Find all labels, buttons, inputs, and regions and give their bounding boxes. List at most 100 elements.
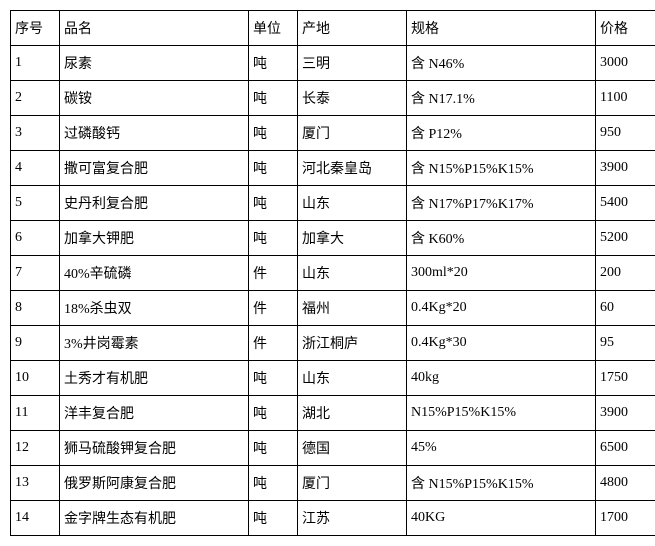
table-cell: 60 xyxy=(596,291,655,326)
table-cell: 厦门 xyxy=(298,466,407,501)
table-cell: 0.4Kg*30 xyxy=(407,326,596,361)
table-cell: 含 N46% xyxy=(407,46,596,81)
table-cell: 含 K60% xyxy=(407,221,596,256)
table-cell: 尿素 xyxy=(60,46,249,81)
table-cell: 3900 xyxy=(596,396,655,431)
table-cell: 山东 xyxy=(298,256,407,291)
table-cell: 江苏 xyxy=(298,501,407,536)
table-cell: 950 xyxy=(596,116,655,151)
table-row: 2碳铵吨长泰含 N17.1%1100 xyxy=(11,81,655,116)
table-cell: 三明 xyxy=(298,46,407,81)
table-cell: 12 xyxy=(11,431,60,466)
table-cell: 吨 xyxy=(249,116,298,151)
table-cell: 俄罗斯阿康复合肥 xyxy=(60,466,249,501)
table-cell: 洋丰复合肥 xyxy=(60,396,249,431)
table-row: 3过磷酸钙吨厦门含 P12%950 xyxy=(11,116,655,151)
table-cell: 3900 xyxy=(596,151,655,186)
table-cell: 碳铵 xyxy=(60,81,249,116)
table-cell: 吨 xyxy=(249,431,298,466)
table-cell: 山东 xyxy=(298,186,407,221)
table-cell: 13 xyxy=(11,466,60,501)
table-cell: 长泰 xyxy=(298,81,407,116)
table-cell: 5400 xyxy=(596,186,655,221)
table-cell: 吨 xyxy=(249,221,298,256)
table-cell: 3 xyxy=(11,116,60,151)
table-cell: 吨 xyxy=(249,501,298,536)
table-cell: 1 xyxy=(11,46,60,81)
table-cell: 山东 xyxy=(298,361,407,396)
product-price-table: 序号 品名 单位 产地 规格 价格 1尿素吨三明含 N46%30002碳铵吨长泰… xyxy=(10,10,655,536)
table-row: 1尿素吨三明含 N46%3000 xyxy=(11,46,655,81)
table-cell: 6500 xyxy=(596,431,655,466)
table-cell: 金字牌生态有机肥 xyxy=(60,501,249,536)
table-cell: 95 xyxy=(596,326,655,361)
table-cell: 土秀才有机肥 xyxy=(60,361,249,396)
table-cell: 18%杀虫双 xyxy=(60,291,249,326)
table-cell: 含 P12% xyxy=(407,116,596,151)
table-cell: 40kg xyxy=(407,361,596,396)
table-cell: 吨 xyxy=(249,466,298,501)
table-cell: 7 xyxy=(11,256,60,291)
table-cell: 过磷酸钙 xyxy=(60,116,249,151)
table-cell: 40%辛硫磷 xyxy=(60,256,249,291)
table-cell: 德国 xyxy=(298,431,407,466)
table-cell: 6 xyxy=(11,221,60,256)
table-cell: 含 N15%P15%K15% xyxy=(407,151,596,186)
table-cell: 含 N17.1% xyxy=(407,81,596,116)
table-cell: 加拿大钾肥 xyxy=(60,221,249,256)
table-cell: 14 xyxy=(11,501,60,536)
table-cell: 11 xyxy=(11,396,60,431)
table-row: 12狮马硫酸钾复合肥吨德国45%6500 xyxy=(11,431,655,466)
col-header-spec: 规格 xyxy=(407,11,596,46)
table-cell: 10 xyxy=(11,361,60,396)
table-cell: 吨 xyxy=(249,151,298,186)
table-row: 818%杀虫双件福州0.4Kg*2060 xyxy=(11,291,655,326)
table-cell: 含 N15%P15%K15% xyxy=(407,466,596,501)
table-cell: 史丹利复合肥 xyxy=(60,186,249,221)
table-cell: 300ml*20 xyxy=(407,256,596,291)
table-cell: 3000 xyxy=(596,46,655,81)
table-cell: 吨 xyxy=(249,361,298,396)
table-cell: 200 xyxy=(596,256,655,291)
table-cell: 加拿大 xyxy=(298,221,407,256)
table-cell: 件 xyxy=(249,256,298,291)
table-cell: 3%井岗霉素 xyxy=(60,326,249,361)
table-row: 740%辛硫磷件山东300ml*20200 xyxy=(11,256,655,291)
table-row: 4撒可富复合肥吨河北秦皇岛含 N15%P15%K15%3900 xyxy=(11,151,655,186)
table-cell: 含 N17%P17%K17% xyxy=(407,186,596,221)
table-cell: 8 xyxy=(11,291,60,326)
table-cell: 0.4Kg*20 xyxy=(407,291,596,326)
table-cell: 吨 xyxy=(249,81,298,116)
table-row: 93%井岗霉素件浙江桐庐0.4Kg*3095 xyxy=(11,326,655,361)
table-cell: 吨 xyxy=(249,46,298,81)
table-cell: 吨 xyxy=(249,396,298,431)
table-header: 序号 品名 单位 产地 规格 价格 xyxy=(11,11,655,46)
table-cell: 5 xyxy=(11,186,60,221)
table-cell: 5200 xyxy=(596,221,655,256)
col-header-price: 价格 xyxy=(596,11,655,46)
table-cell: 件 xyxy=(249,291,298,326)
table-cell: 1100 xyxy=(596,81,655,116)
table-cell: 浙江桐庐 xyxy=(298,326,407,361)
table-cell: N15%P15%K15% xyxy=(407,396,596,431)
table-cell: 9 xyxy=(11,326,60,361)
table-row: 6加拿大钾肥吨加拿大含 K60%5200 xyxy=(11,221,655,256)
col-header-unit: 单位 xyxy=(249,11,298,46)
table-cell: 1700 xyxy=(596,501,655,536)
col-header-name: 品名 xyxy=(60,11,249,46)
table-cell: 40KG xyxy=(407,501,596,536)
table-cell: 厦门 xyxy=(298,116,407,151)
table-body: 1尿素吨三明含 N46%30002碳铵吨长泰含 N17.1%11003过磷酸钙吨… xyxy=(11,46,655,536)
table-cell: 狮马硫酸钾复合肥 xyxy=(60,431,249,466)
table-cell: 4800 xyxy=(596,466,655,501)
table-cell: 45% xyxy=(407,431,596,466)
col-header-seq: 序号 xyxy=(11,11,60,46)
table-row: 10土秀才有机肥吨山东40kg1750 xyxy=(11,361,655,396)
table-row: 5史丹利复合肥吨山东含 N17%P17%K17%5400 xyxy=(11,186,655,221)
table-cell: 1750 xyxy=(596,361,655,396)
table-cell: 吨 xyxy=(249,186,298,221)
table-cell: 福州 xyxy=(298,291,407,326)
table-cell: 件 xyxy=(249,326,298,361)
table-cell: 湖北 xyxy=(298,396,407,431)
table-cell: 2 xyxy=(11,81,60,116)
